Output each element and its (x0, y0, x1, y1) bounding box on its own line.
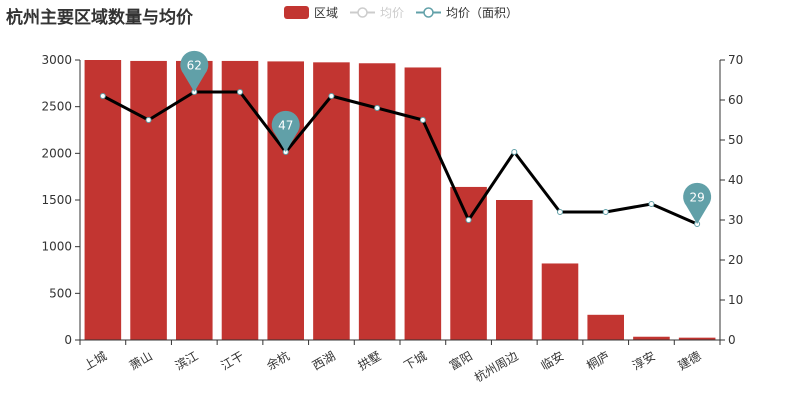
marker-label: 29 (690, 191, 705, 205)
line-point[interactable] (145, 117, 152, 123)
marker-label: 62 (187, 59, 202, 73)
y-right-tick-label: 40 (728, 173, 743, 187)
marker-pin (683, 182, 712, 224)
marker-pin (271, 110, 300, 152)
legend-label-area-price: 均价（面积） (446, 5, 519, 20)
x-tick-label: 上城 (81, 349, 109, 373)
x-tick-label: 江干 (219, 349, 247, 373)
line-point[interactable] (99, 93, 106, 99)
bar[interactable] (267, 61, 304, 341)
y-right-tick-label: 0 (728, 333, 736, 347)
bar[interactable] (221, 60, 259, 340)
marker-label: 47 (278, 119, 293, 133)
line-point[interactable] (237, 89, 243, 95)
bar[interactable] (84, 60, 122, 340)
x-tick-label: 余杭 (264, 348, 292, 373)
bar[interactable] (587, 314, 624, 340)
bar[interactable] (678, 337, 716, 340)
line-point[interactable] (648, 201, 655, 207)
legend-item-area-price[interactable]: 均价（面积） (416, 4, 518, 20)
chart-title: 杭州主要区域数量与均价 (6, 8, 193, 28)
line-point[interactable] (511, 149, 518, 155)
line-point[interactable] (465, 217, 472, 223)
y-right-tick-label: 10 (728, 293, 743, 307)
bar[interactable] (313, 62, 350, 340)
x-tick-label: 滨江 (172, 348, 200, 373)
bar[interactable] (176, 60, 213, 340)
line-point[interactable] (374, 105, 381, 111)
y-left-tick-label: 500 (49, 286, 72, 300)
y-left-tick-label: 1500 (41, 193, 72, 207)
bar[interactable] (130, 60, 167, 340)
x-tick-label: 桐庐 (584, 348, 612, 373)
x-tick-label: 杭州周边 (472, 348, 521, 385)
x-tick-label: 西湖 (309, 348, 337, 373)
bar[interactable] (541, 263, 579, 340)
legend-label-bar: 区域 (314, 5, 339, 20)
x-tick-label: 淳安 (629, 348, 657, 373)
bar[interactable] (450, 186, 487, 340)
bar[interactable] (496, 200, 533, 340)
y-left-tick-label: 2500 (41, 100, 72, 114)
line-series (102, 90, 698, 226)
legend-bar-icon (284, 6, 309, 19)
y-right-tick-label: 70 (728, 53, 743, 67)
y-right-tick-label: 60 (728, 93, 743, 107)
y-right-tick-label: 30 (728, 213, 743, 227)
x-tick-label: 萧山 (127, 349, 155, 373)
y-right-tick-label: 50 (728, 133, 743, 147)
bar[interactable] (404, 67, 442, 340)
legend-item-bar[interactable]: 区域 (284, 4, 338, 20)
line-point[interactable] (602, 209, 609, 215)
legend-item-price[interactable]: 均价 (350, 4, 404, 20)
legend-line-circle-icon (416, 7, 441, 18)
legend-line-circle-icon (350, 7, 375, 18)
y-right-tick-label: 20 (728, 253, 743, 267)
y-left-tick-label: 0 (64, 333, 72, 347)
y-left-tick-label: 1000 (41, 240, 72, 254)
marker-pin (180, 50, 209, 92)
legend-label-price: 均价 (380, 5, 405, 20)
x-tick-label: 建德 (675, 348, 703, 373)
x-tick-label: 拱墅 (356, 349, 384, 373)
x-tick-label: 下城 (401, 349, 429, 373)
y-left-tick-label: 2000 (41, 146, 72, 160)
x-tick-label: 临安 (538, 348, 566, 373)
x-tick-label: 富阳 (447, 348, 475, 373)
bar[interactable] (633, 336, 670, 340)
y-left-tick-label: 3000 (41, 53, 72, 67)
line-point[interactable] (328, 93, 335, 99)
line-point[interactable] (419, 117, 426, 123)
line-point[interactable] (557, 209, 563, 215)
